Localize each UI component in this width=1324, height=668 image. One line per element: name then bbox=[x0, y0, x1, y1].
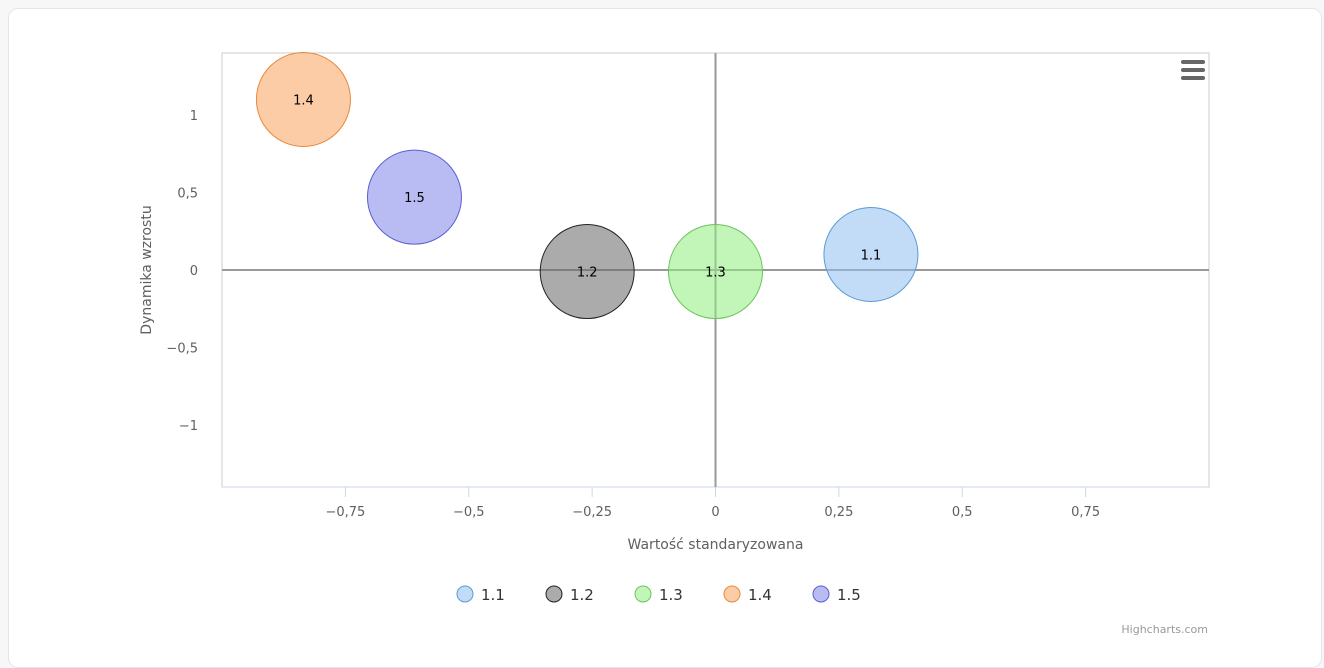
legend-item-1-4[interactable]: 1.4 bbox=[723, 585, 772, 604]
bubble-label: 1.1 bbox=[861, 249, 882, 264]
y-axis-title: Dynamika wzrostu bbox=[139, 205, 155, 334]
legend-marker bbox=[723, 585, 741, 603]
x-tick-label: 0,5 bbox=[952, 505, 973, 520]
bubble-label: 1.2 bbox=[577, 266, 598, 281]
bubble-label: 1.5 bbox=[404, 191, 425, 206]
bubble-1-2[interactable] bbox=[539, 224, 635, 320]
bubble-1-5[interactable] bbox=[366, 149, 462, 245]
x-tick-label: −0,75 bbox=[325, 505, 365, 520]
legend-item-1-1[interactable]: 1.1 bbox=[456, 585, 505, 604]
bubble-1-4[interactable] bbox=[255, 52, 351, 147]
x-tick-label: 0,75 bbox=[1071, 505, 1100, 520]
chart-container bbox=[8, 8, 1322, 668]
legend-marker bbox=[812, 585, 830, 603]
y-tick-label: 1 bbox=[190, 109, 198, 124]
legend-item-1-5[interactable]: 1.5 bbox=[812, 585, 861, 604]
y-tick-label: 0,5 bbox=[177, 187, 198, 202]
x-tick-label: 0,25 bbox=[824, 505, 853, 520]
bubble-label: 1.4 bbox=[293, 94, 314, 109]
y-tick-label: −0,5 bbox=[166, 342, 198, 357]
x-axis-title: Wartość standaryzowana bbox=[628, 537, 804, 553]
x-tick-label: −0,25 bbox=[572, 505, 612, 520]
y-tick-label: −1 bbox=[179, 419, 198, 434]
legend-item-1-3[interactable]: 1.3 bbox=[634, 585, 683, 604]
x-tick-label: −0,5 bbox=[453, 505, 485, 520]
legend-label: 1.2 bbox=[570, 586, 594, 604]
x-tick-label: 0 bbox=[711, 505, 719, 520]
bubble-label: 1.3 bbox=[705, 266, 726, 281]
legend-marker bbox=[545, 585, 563, 603]
legend-marker bbox=[634, 585, 652, 603]
credits-link[interactable]: Highcharts.com bbox=[1121, 623, 1208, 636]
legend-label: 1.3 bbox=[659, 586, 683, 604]
legend-marker bbox=[456, 585, 474, 603]
bubble-1-3[interactable] bbox=[668, 224, 763, 320]
hamburger-menu-icon[interactable] bbox=[1181, 60, 1205, 80]
bubble-1-1[interactable] bbox=[823, 207, 919, 302]
legend-label: 1.1 bbox=[481, 586, 505, 604]
legend-label: 1.5 bbox=[837, 586, 861, 604]
y-tick-label: 0 bbox=[190, 264, 198, 279]
legend-item-1-2[interactable]: 1.2 bbox=[545, 585, 594, 604]
legend-label: 1.4 bbox=[748, 586, 772, 604]
